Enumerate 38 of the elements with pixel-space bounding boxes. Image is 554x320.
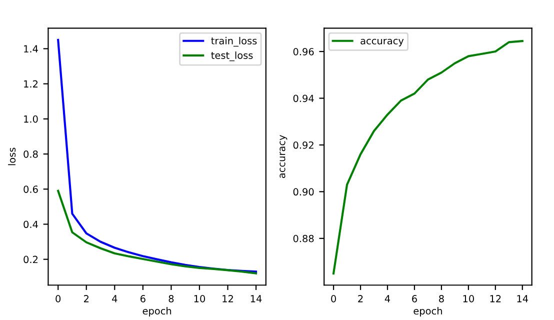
legend-label: test_loss <box>211 51 253 62</box>
y-tick-label: 1.4 <box>24 45 38 52</box>
x-tick-label: 8 <box>168 295 174 302</box>
line-series <box>57 190 258 274</box>
y-tick-label: 0.88 <box>293 234 314 242</box>
line-series <box>332 40 524 274</box>
x-tick-label: 12 <box>222 295 233 302</box>
x-tick-label: 2 <box>358 295 363 302</box>
x-tick-label: 10 <box>194 295 206 302</box>
y-tick-label: 1.0 <box>24 115 38 123</box>
y-tick-label: 0.92 <box>293 141 314 149</box>
y-tick-label: 0.8 <box>24 150 38 158</box>
x-tick-label: 8 <box>439 295 444 302</box>
x-axis-title: epoch <box>142 307 172 316</box>
x-tick-label: 14 <box>250 295 262 302</box>
x-tick-label: 0 <box>56 295 61 302</box>
x-tick-label: 14 <box>517 295 528 302</box>
x-tick-label: 4 <box>384 295 390 302</box>
y-tick-label: 0.2 <box>24 256 38 264</box>
x-tick-label: 4 <box>112 295 118 302</box>
x-tick-label: 10 <box>463 295 474 302</box>
legend-label: train_loss <box>211 36 257 47</box>
x-axis-title: epoch <box>414 307 442 316</box>
y-tick-label: 1.2 <box>24 80 38 88</box>
y-tick-label: 0.90 <box>293 188 314 196</box>
x-tick-label: 6 <box>412 295 417 302</box>
y-tick-label: 0.4 <box>24 220 38 228</box>
x-tick-label: 2 <box>84 295 88 302</box>
x-tick-label: 6 <box>140 295 146 302</box>
legend-label: accuracy <box>360 38 404 46</box>
y-tick-label: 0.94 <box>293 94 314 102</box>
y-tick-label: 0.6 <box>24 186 38 193</box>
y-axis-title: accuracy <box>280 135 288 178</box>
y-tick-label: 0.96 <box>293 48 314 56</box>
x-tick-label: 0 <box>331 295 336 302</box>
line-series <box>57 38 258 273</box>
y-axis-title: loss <box>8 148 16 166</box>
x-tick-label: 12 <box>490 295 501 302</box>
